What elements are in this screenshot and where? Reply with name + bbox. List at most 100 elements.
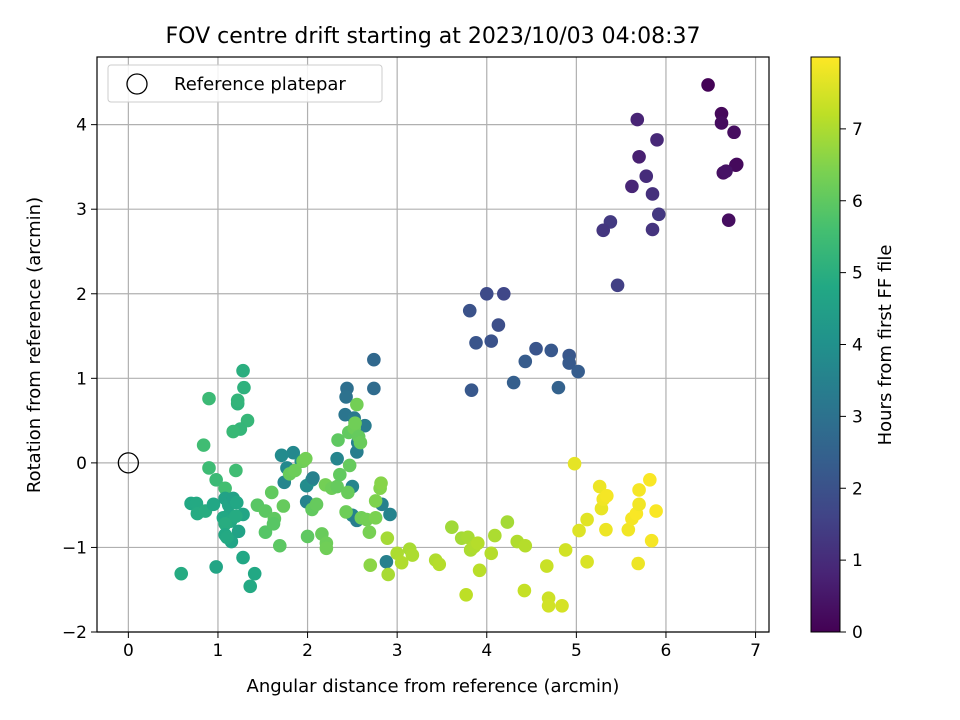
data-point [272, 538, 287, 553]
data-point [394, 555, 409, 570]
x-axis-label: Angular distance from reference (arcmin) [247, 676, 620, 697]
data-point [202, 461, 216, 475]
data-point [580, 555, 594, 569]
x-tick-label: 7 [750, 641, 761, 661]
colorbar: 0 1 2 3 4 5 6 7 Hours from first FF file [810, 56, 896, 643]
reference-platepar-point [117, 452, 140, 474]
data-point [518, 538, 533, 553]
data-point [541, 598, 556, 613]
data-point [264, 485, 279, 500]
data-point [645, 187, 660, 201]
data-point [518, 354, 533, 369]
data-point [714, 106, 729, 121]
colorbar-tick-label: 7 [852, 120, 863, 140]
data-point [286, 445, 301, 460]
data-point [209, 472, 223, 487]
data-point [600, 489, 614, 503]
data-point [719, 164, 733, 178]
data-point [630, 112, 645, 127]
data-point [596, 223, 611, 238]
data-point [383, 507, 397, 522]
data-point [218, 481, 232, 496]
data-point [491, 318, 506, 332]
data-point [500, 515, 515, 529]
data-point [339, 390, 353, 404]
data-point [625, 179, 639, 194]
data-point [479, 286, 494, 301]
data-point [432, 557, 447, 572]
colorbar-ticks: 0 1 2 3 4 5 6 7 [840, 120, 863, 643]
data-point [218, 516, 232, 531]
data-point [644, 533, 659, 548]
data-point [333, 467, 347, 482]
data-point [714, 116, 729, 130]
y-tick-label: −1 [62, 538, 87, 558]
colorbar-tick-label: 1 [852, 551, 863, 571]
x-tick-label: 4 [481, 641, 492, 661]
colorbar-tick-label: 5 [852, 264, 863, 284]
data-point [610, 278, 625, 293]
data-point [580, 512, 594, 527]
data-point [368, 494, 383, 508]
data-point [445, 520, 459, 534]
data-point [592, 479, 607, 494]
data-point [220, 530, 234, 545]
data-point [174, 566, 189, 581]
y-tick-label: 0 [76, 454, 87, 474]
data-point [632, 483, 646, 497]
data-point [306, 471, 320, 485]
data-point [539, 559, 554, 573]
data-point [231, 524, 246, 539]
x-tick-label: 2 [302, 641, 313, 661]
colorbar-tick-label: 6 [852, 192, 863, 212]
x-tick-label: 6 [661, 641, 672, 661]
x-tick-label: 3 [392, 641, 403, 661]
data-point [276, 499, 291, 513]
colorbar-label: Hours from first FF file [875, 245, 896, 446]
legend-marker-ref-icon [126, 73, 148, 95]
data-point [266, 516, 281, 531]
data-point [319, 541, 334, 556]
data-point [643, 472, 657, 487]
y-tick-label: −2 [62, 623, 87, 643]
legend: Reference platepar [107, 64, 383, 103]
data-point [288, 463, 302, 478]
data-point [650, 133, 664, 147]
data-point [229, 463, 243, 478]
plot-frame [96, 56, 770, 633]
data-point [330, 451, 344, 466]
data-point [459, 587, 473, 602]
y-tick-label: 4 [76, 116, 87, 136]
data-point [341, 485, 355, 500]
data-point [331, 433, 345, 447]
data-point [236, 550, 250, 565]
data-points [117, 78, 744, 613]
data-point [196, 438, 211, 452]
data-point [621, 522, 636, 537]
data-point [367, 352, 381, 367]
data-point [721, 213, 736, 227]
data-point [206, 497, 221, 512]
data-point [237, 380, 251, 395]
data-point [379, 555, 394, 569]
data-point [229, 509, 243, 523]
x-tick-label: 0 [123, 641, 134, 661]
axis-ticks: 0 1 2 3 4 5 6 7 −2 −1 0 1 2 3 4 [62, 116, 761, 661]
colorbar-tick-label: 3 [852, 407, 863, 427]
data-point [309, 497, 324, 512]
data-point [632, 497, 646, 512]
y-tick-label: 2 [76, 285, 87, 305]
x-tick-label: 5 [571, 641, 582, 661]
y-tick-label: 1 [76, 369, 87, 389]
data-point [229, 495, 244, 510]
data-point [701, 78, 715, 92]
data-point [517, 583, 532, 598]
data-point [651, 207, 666, 222]
data-point [380, 531, 395, 545]
data-point [729, 157, 744, 172]
data-point [330, 479, 344, 494]
colorbar-gradient [810, 56, 841, 633]
data-point [567, 456, 582, 471]
data-point [727, 125, 741, 140]
y-axis-label: Rotation from reference (arcmin) [24, 197, 45, 493]
